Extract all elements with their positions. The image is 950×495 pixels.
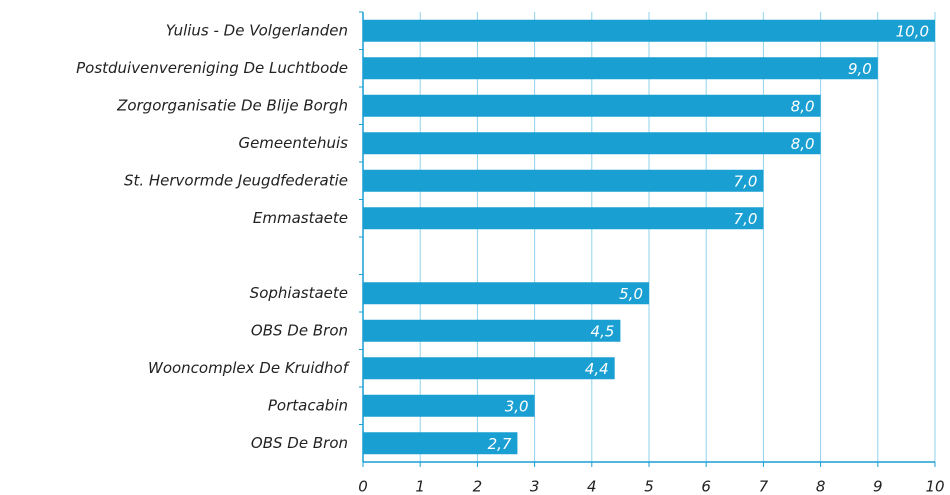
y-tick-label: OBS De Bron <box>251 434 348 452</box>
x-tick-label: 3 <box>530 478 540 495</box>
x-tick-label: 0 <box>358 478 368 495</box>
bar <box>363 357 615 380</box>
x-tick-label: 7 <box>759 478 769 495</box>
y-tick-label: Yulius - De Volgerlanden <box>166 21 348 39</box>
value-label: 10,0 <box>896 22 929 40</box>
value-label: 7,0 <box>734 172 758 190</box>
x-tick-label: 2 <box>473 478 483 495</box>
value-label: 2,7 <box>488 435 512 453</box>
bar <box>363 57 878 80</box>
x-tick-label: 10 <box>925 478 944 495</box>
value-label: 8,0 <box>791 135 815 153</box>
x-tick-label: 8 <box>816 478 826 495</box>
bar <box>363 319 621 342</box>
bar <box>363 207 764 230</box>
y-tick-label: Sophiastaete <box>250 284 348 302</box>
value-label: 4,4 <box>585 360 609 378</box>
x-tick-label: 5 <box>644 478 654 495</box>
bar <box>363 19 935 42</box>
x-tick-label: 9 <box>873 478 883 495</box>
value-label: 9,0 <box>848 60 872 78</box>
x-tick-label: 1 <box>415 478 425 495</box>
y-tick-label: Zorgorganisatie De Blije Borgh <box>116 96 348 114</box>
bar <box>363 282 649 305</box>
bar <box>363 432 518 455</box>
value-label: 7,0 <box>734 210 758 228</box>
y-tick-label: Portacabin <box>268 396 348 414</box>
value-label: 5,0 <box>619 285 643 303</box>
bar <box>363 169 764 192</box>
bar <box>363 132 821 155</box>
y-tick-label: Gemeentehuis <box>238 134 348 152</box>
y-tick-label: OBS De Bron <box>251 321 348 339</box>
y-tick-label: Wooncomplex De Kruidhof <box>148 359 351 377</box>
y-tick-label: Postduivenvereniging De Luchtbode <box>76 59 348 77</box>
value-label: 4,5 <box>591 322 615 340</box>
x-tick-label: 4 <box>587 478 597 495</box>
value-label: 8,0 <box>791 97 815 115</box>
y-tick-label: St. Hervormde Jeugdfederatie <box>124 171 348 189</box>
bar <box>363 394 535 417</box>
value-label: 3,0 <box>505 397 529 415</box>
y-tick-label: Emmastaete <box>253 209 348 227</box>
bar <box>363 94 821 117</box>
x-tick-label: 6 <box>701 478 711 495</box>
